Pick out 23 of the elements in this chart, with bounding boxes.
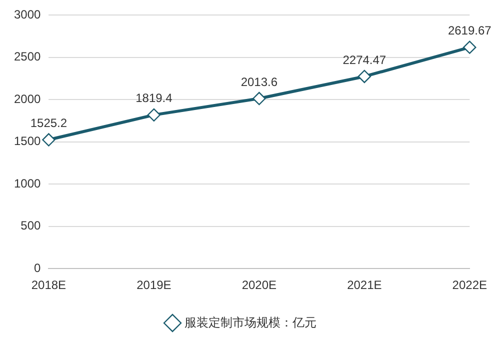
point: [147, 108, 161, 122]
data-label: 1819.4: [136, 91, 173, 106]
x-tick-label: 2020E: [242, 278, 277, 292]
point: [358, 70, 372, 84]
data-label: 2013.6: [240, 74, 278, 89]
x-tick-label: 2019E: [136, 278, 172, 292]
y-tick-label: 500: [20, 218, 42, 233]
x-tick-label: 2018E: [31, 278, 66, 292]
point: [463, 40, 476, 54]
y-tick-label: 2500: [14, 50, 42, 64]
y-tick-label: 0: [34, 260, 42, 275]
data-label: 1525.2: [30, 116, 68, 130]
point: [42, 133, 56, 146]
x-tick-label: 2021E: [347, 278, 382, 292]
y-tick-label: 3000: [14, 8, 42, 22]
data-label: 2619.67: [448, 24, 492, 38]
legend-label: 服装定制市场规模：亿元: [184, 315, 316, 330]
data-label: 2274.47: [342, 52, 386, 67]
y-tick-label: 1500: [14, 134, 42, 148]
x-tick-label: 2022E: [452, 278, 487, 292]
y-tick-label: 1000: [14, 176, 42, 190]
point: [252, 92, 266, 106]
y-tick-label: 2000: [14, 92, 42, 106]
